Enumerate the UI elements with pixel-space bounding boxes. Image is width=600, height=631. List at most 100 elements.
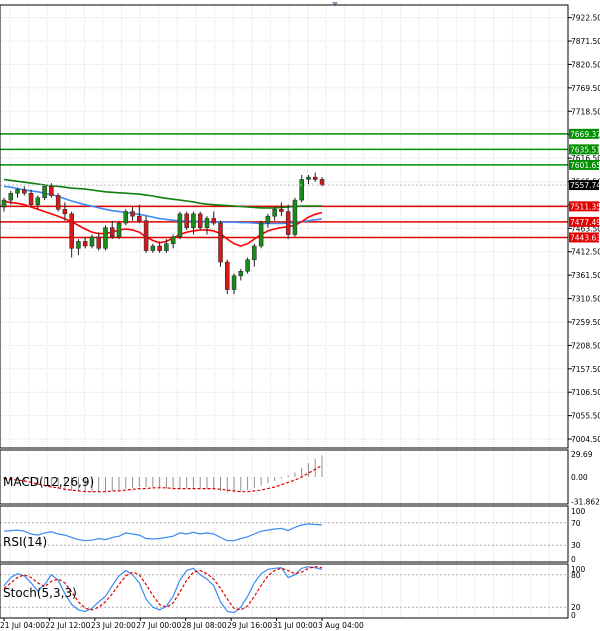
candle-bull <box>89 236 95 247</box>
rsi-line <box>3 523 323 542</box>
macd-histogram <box>3 455 323 493</box>
y-tick-label: 7259.50 <box>571 318 600 327</box>
candle-bull <box>191 213 196 228</box>
stoch-signal-line <box>3 566 323 611</box>
candle-bull <box>170 236 176 244</box>
candle-bear <box>62 209 68 215</box>
candle-bull <box>76 241 81 249</box>
candle-bull <box>15 189 20 194</box>
candle-bear <box>285 211 291 235</box>
candle-bear <box>218 222 223 263</box>
candle-bull <box>8 192 14 201</box>
candle-bear <box>143 220 149 251</box>
macd-label: MACD(12,26,9) <box>3 475 94 489</box>
stoch-y-tick-label: 20 <box>571 603 581 612</box>
price-tag-bg <box>569 159 599 170</box>
candle-bear <box>96 236 101 249</box>
y-tick-label: 7616.50 <box>571 154 600 163</box>
candle-bear <box>137 215 142 222</box>
macd-signal-line <box>3 464 323 493</box>
stoch-y-tick-label: 100 <box>571 565 586 574</box>
price-tag-bg <box>569 201 599 212</box>
x-tick-label: 23 Jul 20:00 <box>91 621 136 630</box>
price-tag-label: 7601.65 <box>570 161 600 170</box>
candle-bull <box>245 259 250 272</box>
y-tick-label: 7106.50 <box>571 388 600 397</box>
candle-bear <box>279 209 284 212</box>
y-tick-label: 7157.50 <box>571 365 600 374</box>
candle-bull <box>42 186 47 199</box>
candle-bull <box>265 215 271 224</box>
price-tag-bg <box>569 128 599 139</box>
candle-bull <box>238 271 244 277</box>
scroll-marker-icon[interactable] <box>332 2 338 6</box>
rsi-y-tick-label: 0 <box>571 555 576 564</box>
price-tag-label: 7511.35 <box>570 202 600 211</box>
candle-bear <box>184 213 189 228</box>
candle-bull <box>292 199 298 235</box>
y-tick-label: 7208.50 <box>571 341 600 350</box>
y-tick-label: 7463.50 <box>571 224 600 233</box>
candle-bull <box>299 179 304 201</box>
macd-y-tick-label: 29.69 <box>571 450 593 459</box>
candle-bull <box>103 227 108 249</box>
pane-frame-macd <box>0 449 569 505</box>
candle-bear <box>49 186 54 196</box>
price-tag-label: 7669.37 <box>570 130 600 139</box>
candle-bull <box>116 222 122 238</box>
y-tick-label: 7718.50 <box>571 107 600 116</box>
price-tag-bg <box>569 144 599 155</box>
candle-bull <box>164 243 169 251</box>
candle-bear <box>69 213 74 249</box>
axis-labels: 7922.507871.507820.507769.507718.507667.… <box>0 14 600 630</box>
price-tag-label: 7635.51 <box>570 145 600 154</box>
y-tick-label: 7922.50 <box>571 14 600 23</box>
candle-bear <box>110 227 115 238</box>
ma-fast-line <box>3 200 323 247</box>
candle-bear <box>319 179 325 186</box>
macd-y-tick-label: 0.00 <box>571 473 588 482</box>
current-price-tag-bg <box>569 180 599 191</box>
x-tick-label: 21 Jul 04:00 <box>0 621 45 630</box>
candle-bull <box>150 245 156 251</box>
candle-bear <box>312 176 318 180</box>
candle-bull <box>35 197 41 205</box>
candle-bear <box>197 213 203 228</box>
stoch-label: Stoch(5,3,3) <box>3 586 77 600</box>
x-tick-label: 29 Jul 16:00 <box>227 621 272 630</box>
candle-bear <box>82 241 88 247</box>
candle-bear <box>28 192 34 205</box>
candle-bull <box>204 218 210 228</box>
candle-bull <box>177 213 183 238</box>
rsi-pane: RSI(14) <box>0 522 568 549</box>
price-tag-label: 7477.49 <box>570 218 600 227</box>
stoch-y-tick-label: 80 <box>571 571 581 580</box>
y-tick-label: 7055.50 <box>571 412 600 421</box>
y-tick-label: 7310.50 <box>571 295 600 304</box>
current-price-label: 7557.74 <box>570 181 600 190</box>
pane-frame-main <box>0 4 569 449</box>
macd-y-tick-label: -31.862 <box>571 498 600 507</box>
x-tick-label: 28 Jul 08:00 <box>182 621 227 630</box>
candle-bear <box>55 195 61 210</box>
x-tick-label: 22 Jul 12:00 <box>45 621 90 630</box>
price-tag-bg <box>569 216 599 227</box>
candle-bull <box>258 222 264 247</box>
gridlines <box>0 5 568 618</box>
y-tick-label: 7820.50 <box>571 60 600 69</box>
x-tick-label: 3 Aug 04:00 <box>318 621 364 630</box>
candle-bear <box>225 261 230 290</box>
y-tick-label: 7871.50 <box>571 37 600 46</box>
stoch-level-lines <box>0 574 568 608</box>
y-tick-label: 7412.50 <box>571 248 600 257</box>
candle-bull <box>252 245 257 261</box>
candle-bull <box>231 275 237 290</box>
pane-frame-stoch <box>0 563 569 619</box>
y-tick-label: 7361.50 <box>571 271 600 280</box>
x-tick-label: 27 Jul 00:00 <box>136 621 181 630</box>
rsi-level-lines <box>0 522 568 546</box>
rsi-y-tick-label: 70 <box>571 519 581 528</box>
pane-frame-rsi <box>0 505 569 563</box>
candle-bear <box>130 211 135 217</box>
